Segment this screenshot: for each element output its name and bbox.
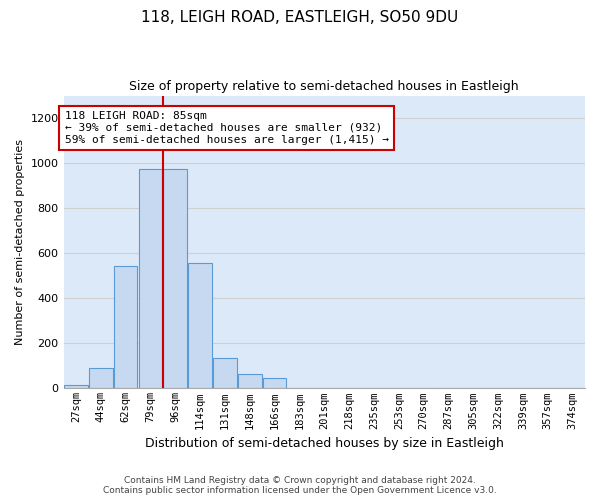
Bar [263,378,286,388]
Bar [139,169,162,388]
Text: 118, LEIGH ROAD, EASTLEIGH, SO50 9DU: 118, LEIGH ROAD, EASTLEIGH, SO50 9DU [142,10,458,25]
Y-axis label: Number of semi-detached properties: Number of semi-detached properties [15,139,25,345]
Bar [188,264,212,388]
Text: 118 LEIGH ROAD: 85sqm
← 39% of semi-detached houses are smaller (932)
59% of sem: 118 LEIGH ROAD: 85sqm ← 39% of semi-deta… [65,112,389,144]
Title: Size of property relative to semi-detached houses in Eastleigh: Size of property relative to semi-detach… [130,80,519,93]
Bar [89,368,113,388]
Text: Contains HM Land Registry data © Crown copyright and database right 2024.
Contai: Contains HM Land Registry data © Crown c… [103,476,497,495]
Bar [163,169,187,388]
Bar [213,358,237,388]
Bar [238,374,262,388]
Bar [64,385,88,388]
Bar [114,266,137,388]
X-axis label: Distribution of semi-detached houses by size in Eastleigh: Distribution of semi-detached houses by … [145,437,504,450]
